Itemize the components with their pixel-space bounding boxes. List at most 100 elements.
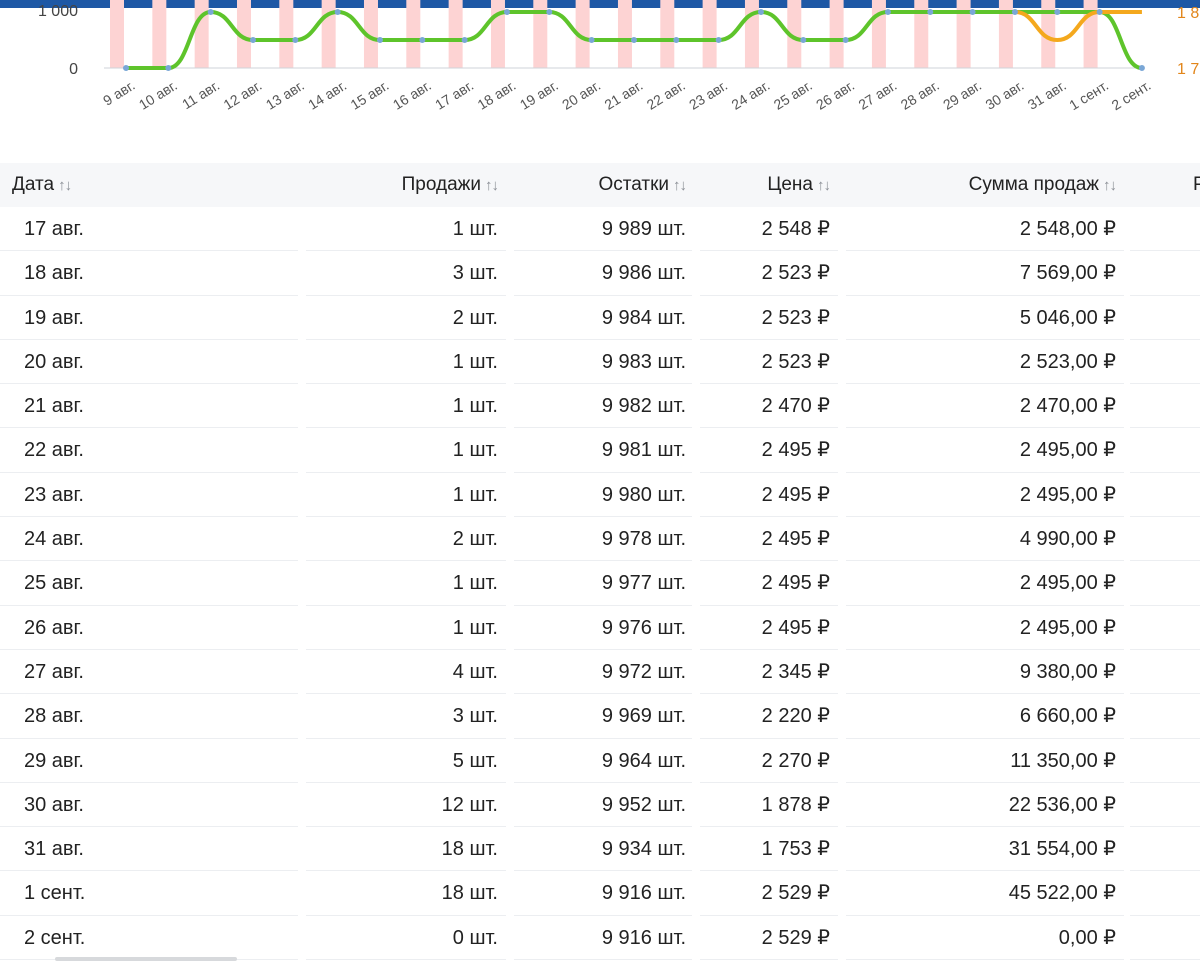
- column-header-stock[interactable]: Остатки ↑↓: [598, 174, 687, 195]
- chart-bar: [660, 0, 675, 68]
- cell-sum: 2 495,00 ₽: [1019, 572, 1116, 595]
- data-point[interactable]: [334, 9, 341, 15]
- table-row[interactable]: 19 авг. 2 шт. 9 984 шт. 2 523 ₽ 5 046,00 ₽: [0, 296, 1200, 340]
- table-row[interactable]: 27 авг. 4 шт. 9 972 шт. 2 345 ₽ 9 380,00 ₽: [0, 650, 1200, 695]
- sort-icon[interactable]: ↑↓: [485, 177, 499, 194]
- cell-sales: 3 шт.: [452, 262, 498, 285]
- table-row[interactable]: 21 авг. 1 шт. 9 982 шт. 2 470 ₽ 2 470,00 ₽: [0, 384, 1200, 429]
- cell-price: 2 470 ₽: [761, 395, 830, 418]
- data-point[interactable]: [630, 37, 637, 43]
- table-row[interactable]: 26 авг. 1 шт. 9 976 шт. 2 495 ₽ 2 495,00 ₽: [0, 606, 1200, 650]
- sort-icon[interactable]: ↑↓: [673, 177, 687, 194]
- data-point[interactable]: [419, 37, 426, 43]
- data-point[interactable]: [715, 37, 722, 43]
- cell-sales: 1 шт.: [452, 350, 498, 373]
- sales-table: Дата ↑↓ Продажи ↑↓ Остатки ↑↓ Цена ↑↓ Сумма …: [0, 163, 1200, 961]
- row-divider: [1130, 781, 1200, 783]
- x-tick-label: 13 авг.: [263, 77, 307, 113]
- row-divider: [0, 383, 298, 385]
- chart-bar: [363, 0, 378, 68]
- cell-sales: 4 шт.: [452, 660, 498, 683]
- row-divider: [306, 781, 506, 783]
- column-header-sales[interactable]: Продажи ↑↓: [401, 174, 499, 195]
- chart-bar: [279, 0, 294, 68]
- row-divider: [514, 338, 692, 340]
- x-tick-label: 20 авг.: [559, 77, 603, 113]
- data-point[interactable]: [1011, 9, 1018, 15]
- data-point[interactable]: [546, 9, 553, 15]
- table-row[interactable]: 20 авг. 1 шт. 9 983 шт. 2 523 ₽ 2 523,00 ₽: [0, 340, 1200, 385]
- table-row[interactable]: 30 авг. 12 шт. 9 952 шт. 1 878 ₽ 22 536,00 ₽: [0, 783, 1200, 828]
- table-row[interactable]: 1 сент. 18 шт. 9 916 шт. 2 529 ₽ 45 522,00 ₽: [0, 871, 1200, 916]
- data-point[interactable]: [1096, 9, 1103, 15]
- table-row[interactable]: 18 авг. 3 шт. 9 986 шт. 2 523 ₽ 7 569,00 ₽: [0, 251, 1200, 296]
- cell-price: 2 523 ₽: [761, 262, 830, 285]
- cell-price: 2 529 ₽: [761, 882, 830, 905]
- cell-date: 20 авг.: [24, 350, 84, 373]
- row-divider: [1130, 914, 1200, 916]
- table-row[interactable]: 31 авг. 18 шт. 9 934 шт. 1 753 ₽ 31 554,00 ₽: [0, 827, 1200, 872]
- data-point[interactable]: [969, 9, 976, 15]
- table-row[interactable]: 2 сент. 0 шт. 9 916 шт. 2 529 ₽ 0,00 ₽: [0, 916, 1200, 961]
- sort-icon[interactable]: ↑↓: [58, 177, 72, 194]
- cell-date: 27 авг.: [24, 660, 84, 683]
- row-divider: [306, 604, 506, 606]
- table-row[interactable]: 17 авг. 1 шт. 9 989 шт. 2 548 ₽ 2 548,00 ₽: [0, 207, 1200, 252]
- cell-sales: 2 шт.: [452, 306, 498, 329]
- x-tick-label: 14 авг.: [305, 77, 349, 113]
- cell-date: 18 авг.: [24, 262, 84, 285]
- data-point[interactable]: [1054, 9, 1061, 15]
- data-point[interactable]: [292, 37, 299, 43]
- data-point[interactable]: [1138, 65, 1145, 71]
- x-tick-label: 2 сент.: [1109, 77, 1154, 113]
- data-point[interactable]: [842, 37, 849, 43]
- sort-icon[interactable]: ↑↓: [1103, 177, 1117, 194]
- row-divider: [514, 737, 692, 739]
- table-row[interactable]: 28 авг. 3 шт. 9 969 шт. 2 220 ₽ 6 660,00 ₽: [0, 694, 1200, 739]
- cell-sum: 2 548,00 ₽: [1019, 218, 1116, 240]
- column-header-date[interactable]: Дата ↑↓: [12, 174, 72, 195]
- table-row[interactable]: 23 авг. 1 шт. 9 980 шт. 2 495 ₽ 2 495,00 ₽: [0, 473, 1200, 518]
- row-divider: [700, 826, 838, 828]
- column-header-price[interactable]: Цена ↑↓: [767, 174, 831, 195]
- table-row[interactable]: 22 авг. 1 шт. 9 981 шт. 2 495 ₽ 2 495,00 ₽: [0, 428, 1200, 473]
- data-point[interactable]: [249, 37, 256, 43]
- data-point[interactable]: [376, 37, 383, 43]
- row-divider: [0, 516, 298, 518]
- chart-bar: [490, 0, 505, 68]
- chart-bar: [236, 0, 251, 68]
- chart-bar: [914, 0, 929, 68]
- table-row[interactable]: 25 авг. 1 шт. 9 977 шт. 2 495 ₽ 2 495,00 ₽: [0, 561, 1200, 606]
- table-row[interactable]: 24 авг. 2 шт. 9 978 шт. 2 495 ₽ 4 990,00 ₽: [0, 517, 1200, 562]
- data-point[interactable]: [800, 37, 807, 43]
- data-point[interactable]: [503, 9, 510, 15]
- column-header-extra[interactable]: Р: [1193, 174, 1200, 195]
- cell-price: 2 220 ₽: [761, 705, 830, 728]
- data-point[interactable]: [757, 9, 764, 15]
- cell-sales: 1 шт.: [452, 483, 498, 506]
- cell-stock: 9 978 шт.: [601, 528, 686, 551]
- data-point[interactable]: [673, 37, 680, 43]
- cell-date: 21 авг.: [24, 395, 84, 418]
- data-point[interactable]: [207, 9, 214, 15]
- data-point[interactable]: [123, 65, 129, 71]
- data-point[interactable]: [588, 37, 595, 43]
- data-point[interactable]: [461, 37, 468, 43]
- row-divider: [1130, 471, 1200, 473]
- row-divider: [846, 516, 1124, 518]
- row-divider: [846, 338, 1124, 340]
- x-axis-labels: 9 авг.10 авг. 11 авг.12 авг.13 авг.14 авг…: [100, 77, 1153, 113]
- table-row[interactable]: 29 авг. 5 шт. 9 964 шт. 2 270 ₽ 11 350,00 ₽: [0, 739, 1200, 783]
- row-divider: [0, 471, 298, 473]
- horizontal-scrollbar[interactable]: [55, 957, 237, 961]
- cell-stock: 9 934 шт.: [601, 838, 686, 861]
- data-point[interactable]: [927, 9, 934, 15]
- row-divider: [1130, 338, 1200, 340]
- row-divider: [514, 516, 692, 518]
- column-header-sum[interactable]: Сумма продаж ↑↓: [968, 174, 1117, 195]
- sort-icon[interactable]: ↑↓: [817, 177, 831, 194]
- cell-date: 17 авг.: [24, 218, 84, 240]
- data-point[interactable]: [165, 65, 172, 71]
- data-point[interactable]: [884, 9, 891, 15]
- row-divider: [1130, 959, 1200, 961]
